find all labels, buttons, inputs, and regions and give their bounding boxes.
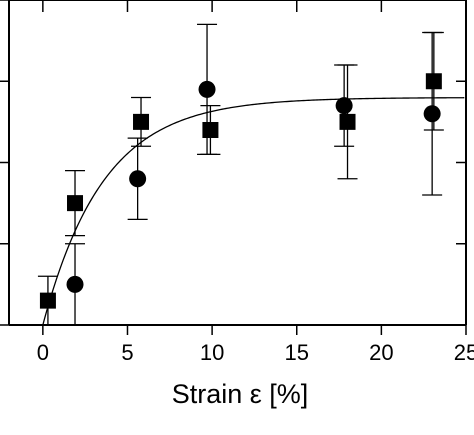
circle-marker [129,170,147,188]
x-tick-label: 0 [37,340,49,365]
square-marker [39,292,56,309]
fit-curve [42,97,465,326]
axes [0,0,467,335]
square-marker [67,195,84,212]
x-tick-labels: 0 5 10 15 20 25 [37,340,474,365]
square-marker [425,73,442,90]
x-axis-title: Strain ε [%] [172,379,309,409]
fit-curve-group [42,97,465,326]
circle-marker [335,97,353,115]
square-marker [202,122,219,138]
circle-marker [423,105,441,123]
x-tick-label: 10 [200,340,224,365]
square-marker [339,113,356,130]
x-tick-label: 15 [284,340,308,365]
x-tick-label: 20 [369,340,393,365]
error-bars [37,23,444,326]
data-markers [39,73,442,309]
circle-marker [198,80,216,98]
x-tick-label: 5 [121,340,133,365]
circle-marker [66,275,84,293]
x-tick-label: 25 [454,340,474,365]
square-marker [133,113,150,130]
